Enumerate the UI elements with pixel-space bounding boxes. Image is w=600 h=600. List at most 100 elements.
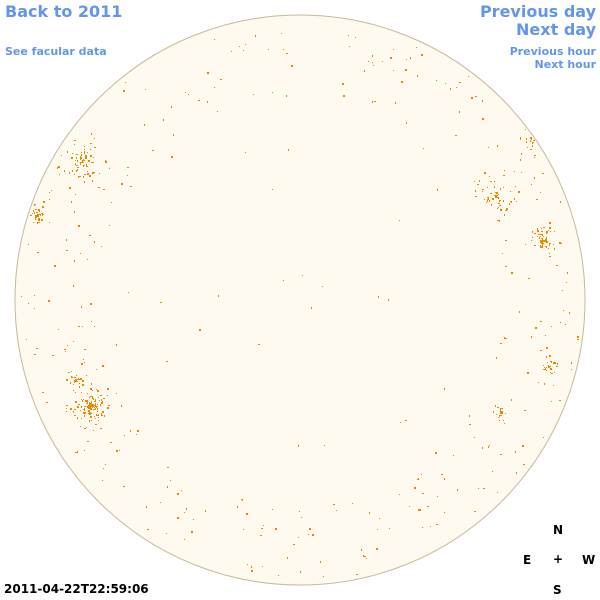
previous-day-link[interactable]: Previous day xyxy=(479,2,596,21)
magnetic-feature-dot xyxy=(251,570,253,572)
back-to-year-link[interactable]: Back to 2011 xyxy=(5,2,123,21)
magnetic-feature-dot xyxy=(91,402,92,403)
magnetic-feature-dot xyxy=(74,260,75,262)
magnetic-feature-dot xyxy=(509,203,510,205)
magnetic-feature-dot xyxy=(444,512,445,513)
previous-hour-link[interactable]: Previous hour xyxy=(509,45,596,58)
magnetic-feature-dot xyxy=(121,183,123,185)
magnetic-feature-dot xyxy=(82,384,83,386)
magnetic-feature-dot xyxy=(418,509,420,511)
magnetic-feature-dot xyxy=(79,386,80,388)
magnetic-feature-dot xyxy=(184,512,185,513)
magnetic-feature-dot xyxy=(77,169,78,171)
magnetic-feature-dot xyxy=(88,160,89,161)
magnetic-feature-dot xyxy=(549,256,551,257)
magnetic-feature-dot xyxy=(275,528,277,530)
magnetic-feature-dot xyxy=(418,478,419,480)
magnetic-feature-dot xyxy=(85,413,86,414)
magnetic-feature-dot xyxy=(177,493,179,495)
magnetic-feature-dot xyxy=(103,398,105,399)
magnetic-feature-dot xyxy=(90,396,92,397)
magnetic-feature-dot xyxy=(474,511,476,512)
facular-data-link[interactable]: See facular data xyxy=(5,45,107,58)
magnetic-feature-dot xyxy=(364,556,366,557)
magnetic-feature-dot xyxy=(469,415,470,417)
magnetic-feature-dot xyxy=(496,192,497,193)
magnetic-feature-dot xyxy=(534,157,535,158)
magnetic-feature-dot xyxy=(35,209,37,210)
magnetic-feature-dot xyxy=(125,82,126,83)
magnetic-feature-dot xyxy=(420,509,421,511)
magnetic-feature-dot xyxy=(543,227,545,228)
magnetic-feature-dot xyxy=(67,345,68,346)
next-hour-link[interactable]: Next hour xyxy=(534,58,597,71)
magnetic-feature-dot xyxy=(469,424,471,425)
magnetic-feature-dot xyxy=(75,379,77,380)
magnetic-feature-dot xyxy=(395,102,396,104)
magnetic-feature-dot xyxy=(546,356,547,358)
magnetic-feature-dot xyxy=(90,405,92,407)
magnetic-feature-dot xyxy=(90,155,92,157)
next-day-link[interactable]: Next day xyxy=(516,20,596,39)
magnetic-feature-dot xyxy=(311,307,312,309)
magnetic-feature-dot xyxy=(377,529,378,530)
magnetic-feature-dot xyxy=(75,452,77,453)
magnetic-feature-dot xyxy=(76,375,77,376)
magnetic-feature-dot xyxy=(83,165,84,167)
magnetic-feature-dot xyxy=(65,351,66,352)
magnetic-feature-dot xyxy=(493,411,494,413)
magnetic-feature-dot xyxy=(324,445,325,446)
magnetic-feature-dot xyxy=(83,162,84,163)
magnetic-feature-dot xyxy=(73,341,74,342)
magnetic-feature-dot xyxy=(541,246,543,248)
magnetic-feature-dot xyxy=(173,134,174,136)
magnetic-feature-dot xyxy=(75,163,76,165)
magnetic-feature-dot xyxy=(406,122,407,124)
magnetic-feature-dot xyxy=(144,124,145,126)
magnetic-feature-dot xyxy=(34,308,35,309)
magnetic-feature-dot xyxy=(417,75,418,77)
magnetic-feature-dot xyxy=(288,149,289,151)
magnetic-feature-dot xyxy=(94,147,96,148)
magnetic-feature-dot xyxy=(97,408,98,410)
magnetic-feature-dot xyxy=(503,175,505,176)
magnetic-feature-dot xyxy=(66,379,68,381)
magnetic-feature-dot xyxy=(40,214,41,216)
magnetic-feature-dot xyxy=(501,209,502,211)
magnetic-feature-dot xyxy=(376,548,377,549)
magnetic-feature-dot xyxy=(95,405,96,407)
magnetic-feature-dot xyxy=(91,401,92,402)
magnetic-feature-dot xyxy=(479,180,480,182)
magnetic-feature-dot xyxy=(93,430,94,431)
magnetic-feature-dot xyxy=(96,369,97,370)
magnetic-feature-dot xyxy=(76,381,78,382)
magnetic-feature-dot xyxy=(546,231,547,233)
magnetic-feature-dot xyxy=(188,94,189,95)
magnetic-feature-dot xyxy=(577,339,579,340)
magnetic-feature-dot xyxy=(87,402,88,403)
magnetic-feature-dot xyxy=(549,222,551,224)
magnetic-feature-dot xyxy=(497,145,498,147)
magnetic-feature-dot xyxy=(74,377,76,378)
magnetic-feature-dot xyxy=(457,489,458,491)
magnetic-feature-dot xyxy=(89,235,91,236)
magnetic-feature-dot xyxy=(95,408,96,409)
magnetic-feature-dot xyxy=(81,363,83,365)
magnetic-feature-dot xyxy=(405,69,407,71)
compass-south: S xyxy=(553,583,562,597)
magnetic-feature-dot xyxy=(542,240,543,241)
magnetic-feature-dot xyxy=(83,176,84,178)
magnetic-feature-dot xyxy=(243,50,244,51)
magnetic-feature-dot xyxy=(81,418,82,419)
magnetic-feature-dot xyxy=(514,171,515,172)
magnetic-feature-dot xyxy=(546,347,548,349)
magnetic-feature-dot xyxy=(90,403,91,405)
magnetic-feature-dot xyxy=(92,390,93,391)
magnetic-feature-dot xyxy=(75,160,76,161)
magnetic-feature-dot xyxy=(522,445,524,447)
magnetic-feature-dot xyxy=(107,395,108,396)
magnetic-feature-dot xyxy=(69,172,70,174)
magnetic-feature-dot xyxy=(500,411,502,413)
magnetic-feature-dot xyxy=(104,415,105,417)
magnetic-feature-dot xyxy=(66,250,68,251)
